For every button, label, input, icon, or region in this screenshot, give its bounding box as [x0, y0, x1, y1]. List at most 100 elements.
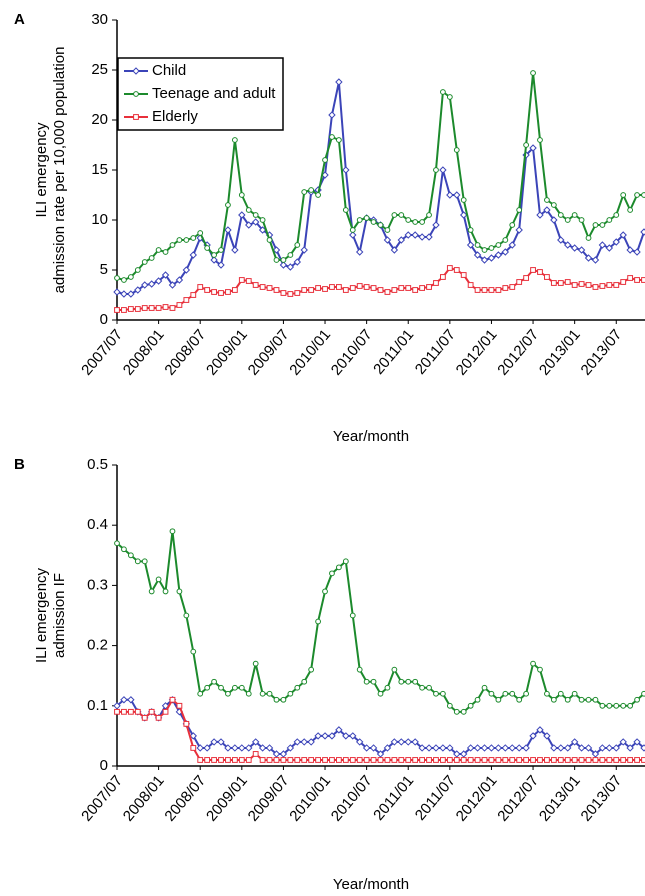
- marker: [613, 282, 620, 288]
- marker: [613, 757, 620, 763]
- marker: [335, 137, 342, 143]
- marker: [301, 189, 308, 195]
- marker: [515, 226, 523, 234]
- marker: [487, 254, 496, 262]
- marker: [252, 282, 259, 288]
- marker: [176, 702, 183, 709]
- marker: [425, 744, 433, 752]
- marker: [473, 251, 482, 259]
- x-tick-label: 2007/07: [78, 326, 126, 378]
- legend-label: Elderly: [152, 108, 198, 125]
- marker: [412, 219, 419, 225]
- marker: [113, 288, 121, 296]
- marker: [606, 757, 613, 763]
- marker: [544, 690, 550, 697]
- marker: [329, 284, 335, 290]
- panel-label: A: [14, 11, 25, 28]
- marker: [578, 281, 585, 287]
- marker: [362, 744, 371, 752]
- x-tick-label: 2007/07: [78, 772, 126, 824]
- y-tick-label: 0.3: [87, 576, 108, 593]
- marker: [293, 258, 301, 266]
- marker: [404, 738, 412, 746]
- marker: [169, 242, 176, 248]
- marker: [473, 744, 482, 752]
- marker: [418, 744, 426, 752]
- marker: [155, 714, 162, 721]
- marker: [467, 227, 474, 233]
- marker: [605, 744, 614, 752]
- marker: [315, 757, 321, 763]
- marker: [121, 546, 127, 553]
- marker: [322, 588, 328, 595]
- marker: [141, 714, 148, 721]
- marker: [121, 307, 127, 313]
- marker: [370, 757, 377, 763]
- marker: [426, 684, 432, 691]
- marker: [279, 261, 288, 269]
- marker: [189, 732, 197, 740]
- marker: [391, 287, 398, 293]
- marker: [537, 269, 543, 275]
- marker: [570, 738, 579, 746]
- marker: [397, 738, 406, 746]
- marker: [245, 744, 253, 752]
- marker: [439, 744, 447, 752]
- marker: [641, 757, 645, 763]
- marker: [127, 306, 134, 312]
- marker: [349, 732, 357, 740]
- marker: [211, 678, 217, 685]
- marker: [516, 207, 523, 213]
- marker: [481, 287, 488, 293]
- x-tick-label: 2010/07: [328, 772, 376, 824]
- marker: [564, 279, 571, 285]
- marker: [252, 212, 259, 218]
- y-axis-label: ILI emergency: [33, 567, 50, 663]
- marker: [349, 231, 357, 239]
- marker: [426, 212, 432, 218]
- marker: [529, 144, 537, 152]
- marker: [584, 744, 593, 752]
- marker: [405, 285, 412, 291]
- marker: [190, 745, 197, 751]
- marker: [161, 271, 170, 279]
- marker: [641, 690, 645, 697]
- marker: [322, 757, 328, 763]
- marker: [397, 236, 406, 244]
- marker: [627, 757, 634, 763]
- marker: [259, 757, 266, 763]
- marker: [238, 757, 245, 763]
- marker: [355, 738, 364, 746]
- marker: [411, 738, 419, 746]
- marker: [425, 233, 433, 241]
- marker: [287, 291, 294, 297]
- marker: [557, 744, 565, 752]
- marker: [578, 696, 585, 703]
- marker: [384, 757, 391, 763]
- marker: [598, 744, 607, 752]
- marker: [218, 684, 224, 691]
- x-tick-label: 2011/01: [370, 772, 417, 824]
- marker: [508, 744, 516, 752]
- marker: [335, 564, 342, 571]
- marker: [591, 256, 600, 264]
- y-tick-label: 10: [91, 211, 108, 228]
- marker: [508, 241, 516, 249]
- marker: [322, 286, 328, 292]
- marker: [433, 757, 439, 763]
- x-tick-label: 2011/07: [412, 326, 459, 378]
- marker: [121, 708, 127, 715]
- marker: [619, 231, 627, 239]
- marker: [342, 732, 350, 740]
- marker: [433, 167, 439, 173]
- marker: [259, 284, 266, 290]
- x-tick-label: 2009/01: [203, 772, 251, 824]
- marker: [426, 757, 432, 763]
- marker: [196, 744, 204, 752]
- marker: [557, 212, 564, 218]
- marker: [405, 757, 412, 763]
- marker: [335, 78, 343, 86]
- marker: [114, 275, 120, 281]
- x-tick-label: 2013/01: [536, 772, 584, 824]
- marker: [329, 757, 335, 763]
